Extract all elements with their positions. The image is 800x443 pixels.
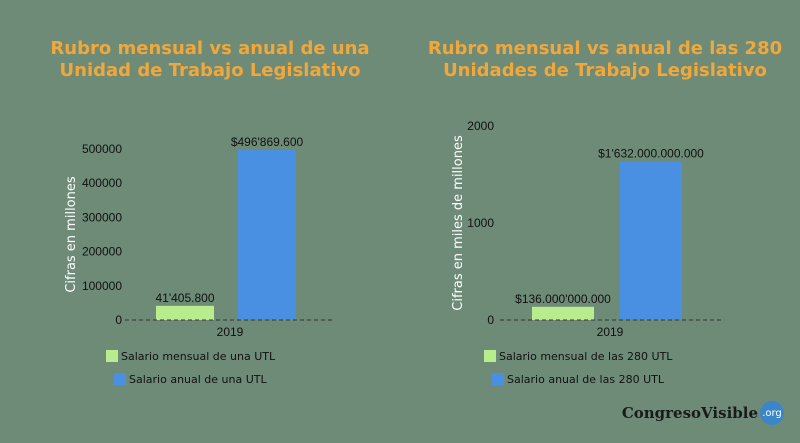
y-tick-label: 300000 xyxy=(82,210,122,224)
bar xyxy=(238,150,296,320)
bar xyxy=(156,305,214,320)
bar xyxy=(532,306,594,320)
y-tick-label: 0 xyxy=(487,313,494,327)
y-axis-label: Cifras en millones xyxy=(64,176,79,293)
y-axis-label: Cifras en miles de millones xyxy=(451,135,466,311)
y-tick-label: 200000 xyxy=(82,245,122,259)
logo-text: CongresoVisible xyxy=(621,404,758,422)
y-tick-label: 2000 xyxy=(467,119,494,133)
x-tick-label: 2019 xyxy=(597,325,624,339)
legend-label: Salario anual de las 280 UTL xyxy=(507,373,665,386)
y-tick-label: 500000 xyxy=(82,142,122,156)
legend-swatch xyxy=(492,373,504,385)
chart-title-right: Rubro mensual vs anual de las 280 Unidad… xyxy=(410,38,800,82)
chart-title-line: Rubro mensual vs anual de una xyxy=(50,38,370,59)
chart-title-line: Unidades de Trabajo Legislativo xyxy=(443,60,767,81)
y-tick-label: 100000 xyxy=(82,279,122,293)
legend-label: Salario anual de una UTL xyxy=(129,373,268,386)
congresovisible-logo: CongresoVisible .org xyxy=(622,401,784,425)
x-tick-label: 2019 xyxy=(217,325,244,339)
y-tick-label: 0 xyxy=(115,313,122,327)
legend-swatch xyxy=(484,350,496,362)
legend-label: Salario mensual de las 280 UTL xyxy=(499,350,673,363)
y-tick-label: 1000 xyxy=(467,216,494,230)
legend-label: Salario mensual de una UTL xyxy=(121,350,276,363)
y-tick-label: 400000 xyxy=(82,176,122,190)
data-label: $496'869.600 xyxy=(231,135,304,149)
chart-title-line: Rubro mensual vs anual de las 280 xyxy=(427,38,783,59)
data-label: 41'405.800 xyxy=(155,291,214,305)
chart-title-line: Unidad de Trabajo Legislativo xyxy=(59,60,361,81)
chart-title-left: Rubro mensual vs anual de una Unidad de … xyxy=(20,38,400,82)
data-label: $136.000'000.000 xyxy=(515,292,611,306)
legend-swatch xyxy=(114,373,126,385)
legend-swatch xyxy=(106,350,118,362)
bar xyxy=(620,161,682,320)
data-label: $1'632.000.000.000 xyxy=(598,147,704,161)
logo-badge: .org xyxy=(760,401,784,425)
